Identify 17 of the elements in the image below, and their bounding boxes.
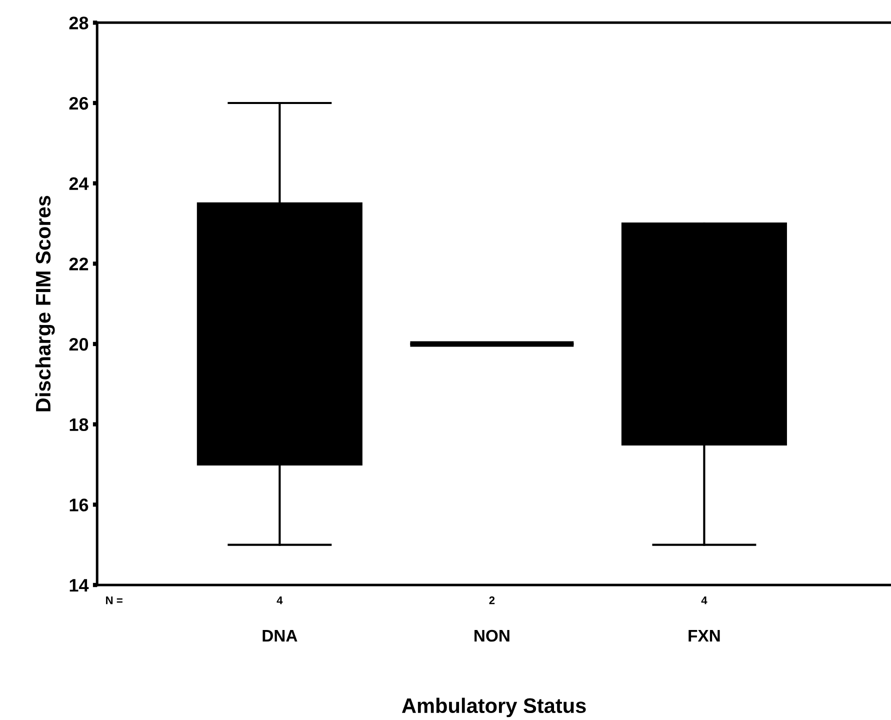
y-tick-label: 22 bbox=[69, 258, 88, 270]
y-tick-label: 28 bbox=[69, 16, 88, 30]
text: 4 bbox=[276, 596, 283, 604]
y-tick-label: 14 bbox=[70, 579, 89, 592]
x-tick-label: FXN bbox=[688, 630, 720, 642]
text: 2 bbox=[489, 596, 495, 604]
y-tick-label: 24 bbox=[69, 177, 89, 190]
y-axis-title: Discharge FIM Scores bbox=[35, 196, 55, 412]
text: N = bbox=[106, 596, 122, 604]
y-tick-label: 20 bbox=[69, 338, 88, 351]
x-axis-title: Ambulatory Status bbox=[402, 698, 586, 718]
y-tick-label: 26 bbox=[69, 96, 88, 110]
y-tick-label: 16 bbox=[70, 498, 88, 512]
x-tick-label: NON bbox=[474, 630, 510, 642]
x-tick-label: DNA bbox=[262, 630, 298, 642]
y-tick-label: 18 bbox=[70, 418, 88, 432]
text: 4 bbox=[701, 596, 708, 604]
